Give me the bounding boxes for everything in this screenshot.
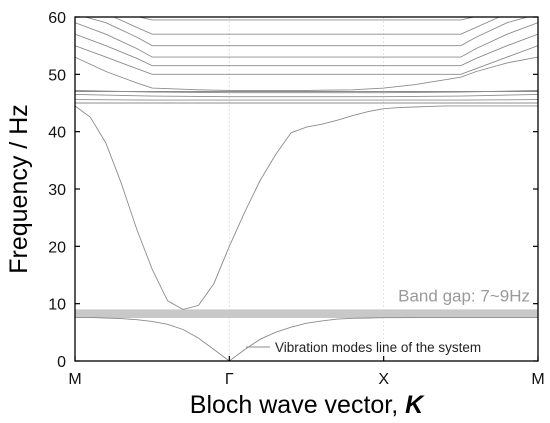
y-axis-label: Frequency / Hz: [5, 104, 33, 274]
y-tick-label: 10: [48, 297, 66, 314]
y-tick-label: 50: [48, 67, 66, 84]
band-gap-annotation: Band gap: 7~9Hz: [398, 286, 530, 305]
mode-line-1: [75, 316, 538, 361]
legend-label: Vibration modes line of the system: [275, 340, 481, 355]
mode-line-6: [75, 89, 538, 94]
mode-line-8: [75, 45, 538, 75]
x-axis-label: Bloch wave vector, K: [190, 391, 425, 419]
mode-line-4: [75, 99, 538, 101]
y-tick-label: 60: [48, 10, 66, 27]
y-tick-label: 40: [48, 125, 66, 142]
mode-line-13: [137, 17, 476, 21]
mode-line-2: [75, 105, 538, 310]
vibration-mode-lines: [75, 17, 538, 361]
mode-line-11: [83, 17, 530, 47]
x-tick-label: Γ: [225, 371, 234, 388]
legend: Vibration modes line of the system: [246, 340, 481, 355]
x-axis-label-text: Bloch wave vector,: [190, 391, 405, 419]
mode-line-12: [110, 17, 503, 35]
x-tick-label: X: [378, 371, 389, 388]
x-axis-label-symbol: K: [405, 391, 425, 419]
y-tick-label: 0: [57, 354, 66, 371]
mode-line-9: [75, 33, 538, 67]
x-tick-label: M: [68, 371, 81, 388]
x-tick-label: M: [531, 371, 544, 388]
y-tick-label: 30: [48, 182, 66, 199]
mode-line-7: [75, 56, 538, 91]
mode-line-10: [75, 22, 538, 58]
y-tick-label: 20: [48, 239, 66, 256]
mode-line-5: [75, 93, 538, 98]
y-axis-ticks: 0 10 20 30 40 50 60: [48, 10, 538, 371]
band-gap-band: [75, 309, 538, 318]
